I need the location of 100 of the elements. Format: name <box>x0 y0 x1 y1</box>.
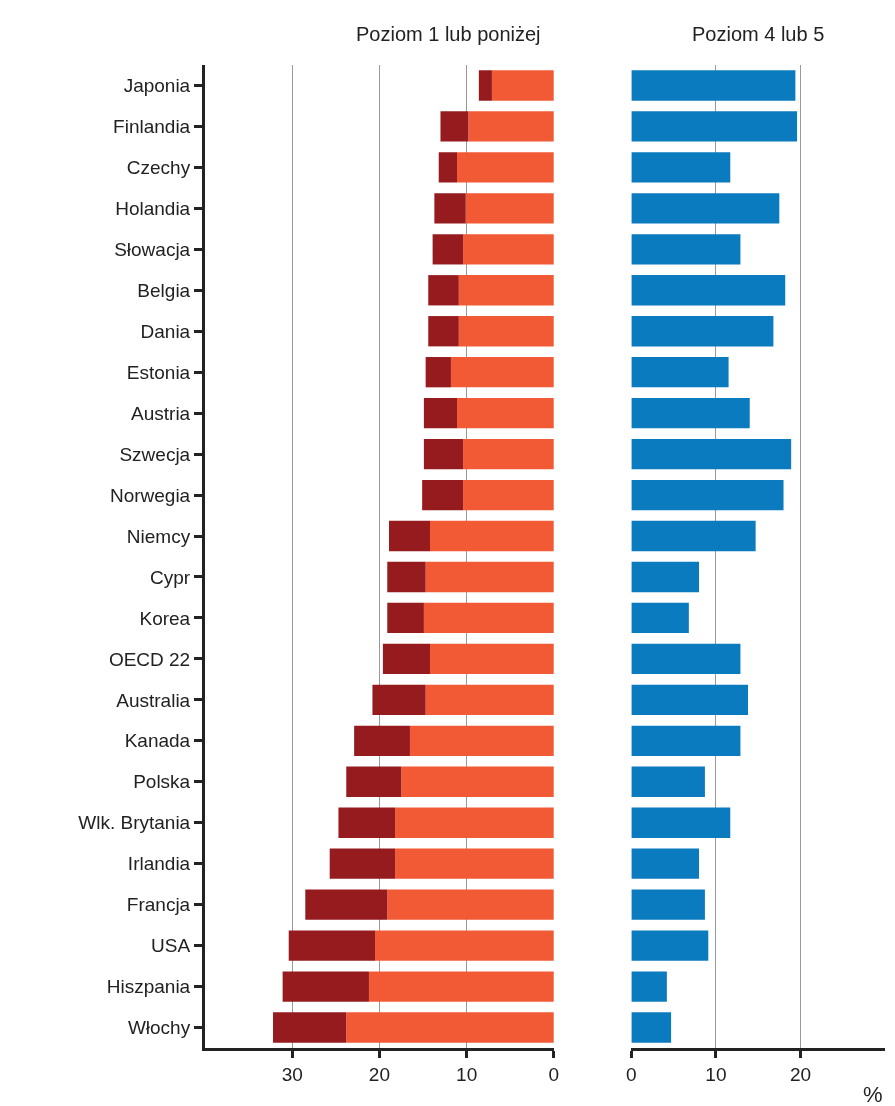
y-tick-label: Hiszpania <box>106 976 191 998</box>
y-tick-label: Słowacja <box>114 238 191 260</box>
bar <box>631 234 741 265</box>
bar <box>389 520 430 552</box>
bar <box>438 152 458 183</box>
bar <box>631 684 749 716</box>
x-tick-label: 30 <box>281 1063 303 1085</box>
y-tick-label: Belgia <box>137 279 191 301</box>
y-tick-label: Korea <box>139 607 191 629</box>
y-tick-label: Polska <box>133 771 191 793</box>
bar <box>387 561 426 593</box>
bar <box>423 397 458 429</box>
bar <box>423 602 554 634</box>
y-tick-label: OECD 22 <box>108 648 191 670</box>
bar <box>305 889 388 920</box>
bar <box>430 643 554 675</box>
x-axis-title: % <box>863 1082 883 1106</box>
y-tick-label: USA <box>151 935 191 957</box>
bar <box>423 438 464 470</box>
bar <box>631 766 705 797</box>
bar <box>463 438 554 470</box>
bar <box>387 602 424 634</box>
x-tick-label: 10 <box>456 1063 478 1085</box>
y-tick-label: Włochy <box>127 1017 191 1039</box>
bar <box>346 1012 554 1043</box>
y-tick-label: Niemcy <box>126 525 191 547</box>
chart-title: Poziom 1 lub poniżej <box>356 23 541 45</box>
x-tick-label: 20 <box>368 1063 390 1085</box>
y-tick-label: Holandia <box>115 198 191 219</box>
bar <box>425 684 554 716</box>
y-tick-label: Wlk. Brytania <box>78 812 191 834</box>
x-tick-label: 20 <box>789 1063 812 1085</box>
bar <box>463 479 554 511</box>
bar <box>631 70 796 101</box>
y-tick-label: Australia <box>116 689 191 711</box>
y-tick-label: Finlandia <box>113 116 191 138</box>
bar <box>395 807 554 838</box>
bar <box>631 889 705 920</box>
bar <box>468 111 554 142</box>
bar <box>458 275 554 306</box>
y-tick-label: Estonia <box>126 361 191 383</box>
bar <box>478 70 492 101</box>
bar <box>631 479 784 511</box>
bar <box>395 848 554 879</box>
bar <box>329 848 396 879</box>
x-tick-label: 0 <box>626 1063 637 1085</box>
y-tick-label: Francja <box>126 894 191 916</box>
bar <box>631 520 756 552</box>
bar <box>457 397 554 429</box>
bar <box>354 725 410 756</box>
bar <box>463 234 554 265</box>
bar <box>434 193 466 224</box>
bar <box>409 725 554 756</box>
bar <box>382 643 430 675</box>
bar <box>450 357 554 388</box>
y-tick-label: Czechy <box>126 157 191 179</box>
bar <box>372 684 426 716</box>
y-tick-label: Kanada <box>124 730 191 752</box>
bar <box>273 1012 347 1043</box>
bar <box>631 561 699 593</box>
bar <box>387 889 554 920</box>
bar <box>631 316 774 347</box>
bar <box>428 316 459 347</box>
y-tick-label: Dania <box>140 320 191 342</box>
bar <box>465 193 554 224</box>
bar <box>425 561 554 593</box>
bar <box>458 316 554 347</box>
bar <box>491 70 554 101</box>
bar <box>440 111 469 142</box>
bar <box>425 357 451 388</box>
bar <box>282 971 369 1002</box>
bar <box>631 725 741 756</box>
bar <box>631 111 798 142</box>
bar <box>631 930 709 961</box>
bar <box>338 807 396 838</box>
bar <box>631 807 731 838</box>
bar <box>457 152 554 183</box>
bar <box>368 971 554 1002</box>
bar <box>432 234 464 265</box>
y-tick-label: Japonia <box>123 75 191 97</box>
bar <box>631 643 741 675</box>
bar <box>631 357 729 388</box>
x-tick-label: 10 <box>705 1063 727 1085</box>
bar <box>631 602 689 634</box>
bar <box>631 397 750 429</box>
bar <box>346 766 402 797</box>
bar <box>631 152 731 183</box>
bar <box>631 438 792 470</box>
bar <box>401 766 554 797</box>
bar <box>631 275 786 306</box>
bar <box>430 520 554 552</box>
y-tick-label: Irlandia <box>127 853 191 875</box>
bar <box>631 193 780 224</box>
x-tick-label: 0 <box>548 1063 560 1085</box>
bar <box>631 848 699 879</box>
bar <box>422 479 464 511</box>
bar <box>631 1012 672 1043</box>
bar <box>375 930 554 961</box>
y-tick-label: Austria <box>131 402 191 424</box>
y-tick-label: Cypr <box>150 566 191 588</box>
